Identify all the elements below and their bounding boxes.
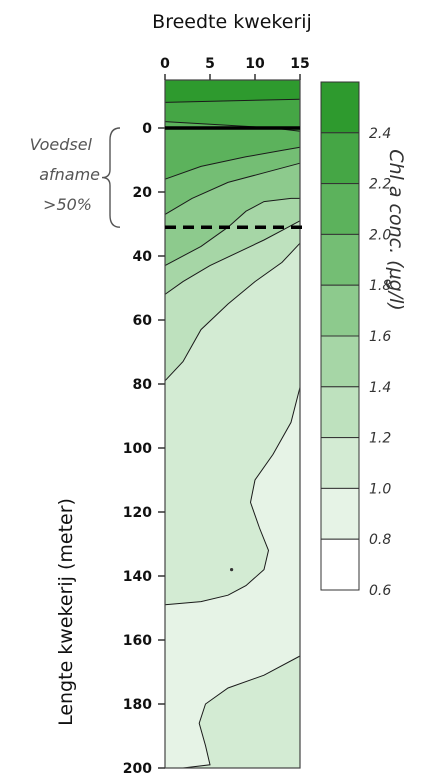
colorbar-label: Chl a conc. (µg/l): [385, 149, 407, 311]
y-tick-label: 60: [133, 313, 153, 329]
contour-zone: [165, 220, 300, 381]
annotation-brace: [101, 127, 121, 228]
colorbar-cell: [320, 81, 360, 134]
colorbar-tick-label: 2.0: [369, 227, 391, 243]
colorbar-tick-label: 0.6: [369, 583, 391, 599]
annotation-text: afname: [39, 165, 100, 184]
contour-line: [164, 98, 301, 103]
contour-zones: [165, 80, 300, 768]
contour-zone: [165, 387, 300, 768]
contour-zone: [165, 243, 300, 605]
plot-frame: [164, 79, 301, 769]
colorbar-tick-label: 1.6: [369, 329, 391, 345]
colorbar-tick-label: 1.0: [369, 481, 391, 497]
colorbar-cell: [320, 386, 360, 439]
x-tick-label: 5: [205, 56, 215, 72]
y-axis-ticks: 0 20 40 60 80 100 120 140 160 180 200: [123, 121, 165, 775]
colorbar-tick-label: 0.8: [369, 532, 391, 548]
contour-line: [164, 242, 301, 382]
x-tick-label: 15: [290, 56, 309, 72]
y-axis-label: Lengte kwekerij (meter): [55, 498, 77, 726]
colorbar-tick-label: 1.8: [369, 278, 391, 294]
colorbar-tick-label: 2.4: [369, 126, 391, 142]
annotation-text: >50%: [43, 195, 92, 214]
contour-lines: [164, 98, 301, 769]
colorbar-cell: [320, 284, 360, 337]
colorbar-cell: [320, 437, 360, 489]
y-tick-label: 20: [133, 185, 153, 201]
contour-line: [164, 197, 300, 267]
colorbar-tick-label: 2.2: [369, 177, 391, 193]
y-tick-label: 100: [123, 441, 152, 457]
colorbar-cell: [320, 538, 360, 591]
colorbar-cell: [320, 335, 360, 388]
x-tick-label: 0: [160, 56, 170, 72]
colorbar-tick-label: 1.2: [369, 431, 391, 447]
contour-zone: [165, 121, 300, 180]
colorbar-cell: [320, 132, 360, 185]
chart-title: Breedte kwekerij: [152, 11, 312, 33]
contour-line: [164, 387, 301, 606]
contour-line: [164, 220, 301, 295]
y-tick-label: 200: [123, 761, 152, 775]
colorbar: 2.4 2.2 2.0 1.8 1.6 1.4 1.2 1.0 0.8 0.6: [320, 81, 391, 599]
x-axis-ticks: 0 5 10 15: [160, 56, 310, 80]
x-tick-label: 10: [245, 56, 265, 72]
contour-zone: [165, 80, 300, 103]
y-tick-label: 180: [123, 697, 152, 713]
reference-lines: [165, 126, 302, 229]
y-tick-label: 140: [123, 569, 152, 585]
contour-line: [164, 146, 301, 180]
contour-zone: [165, 163, 300, 266]
food-decrease-annotation: Voedsel afname >50%: [30, 127, 121, 228]
data-point-marker: [230, 568, 234, 572]
contour-line: [164, 162, 301, 215]
colorbar-cell: [320, 183, 360, 235]
y-tick-label: 40: [133, 249, 153, 265]
y-tick-label: 160: [123, 633, 152, 649]
colorbar-cell: [320, 487, 360, 540]
y-tick-label: 0: [142, 121, 152, 137]
y-tick-label: 120: [123, 505, 152, 521]
contour-zone: [165, 656, 300, 768]
y-tick-label: 80: [133, 377, 153, 393]
colorbar-cell: [320, 233, 360, 286]
contour-line: [165, 655, 301, 769]
colorbar-tick-label: 1.4: [369, 380, 391, 396]
contour-zone: [165, 198, 300, 295]
annotation-text: Voedsel: [30, 135, 93, 154]
plot-border: [164, 79, 301, 769]
